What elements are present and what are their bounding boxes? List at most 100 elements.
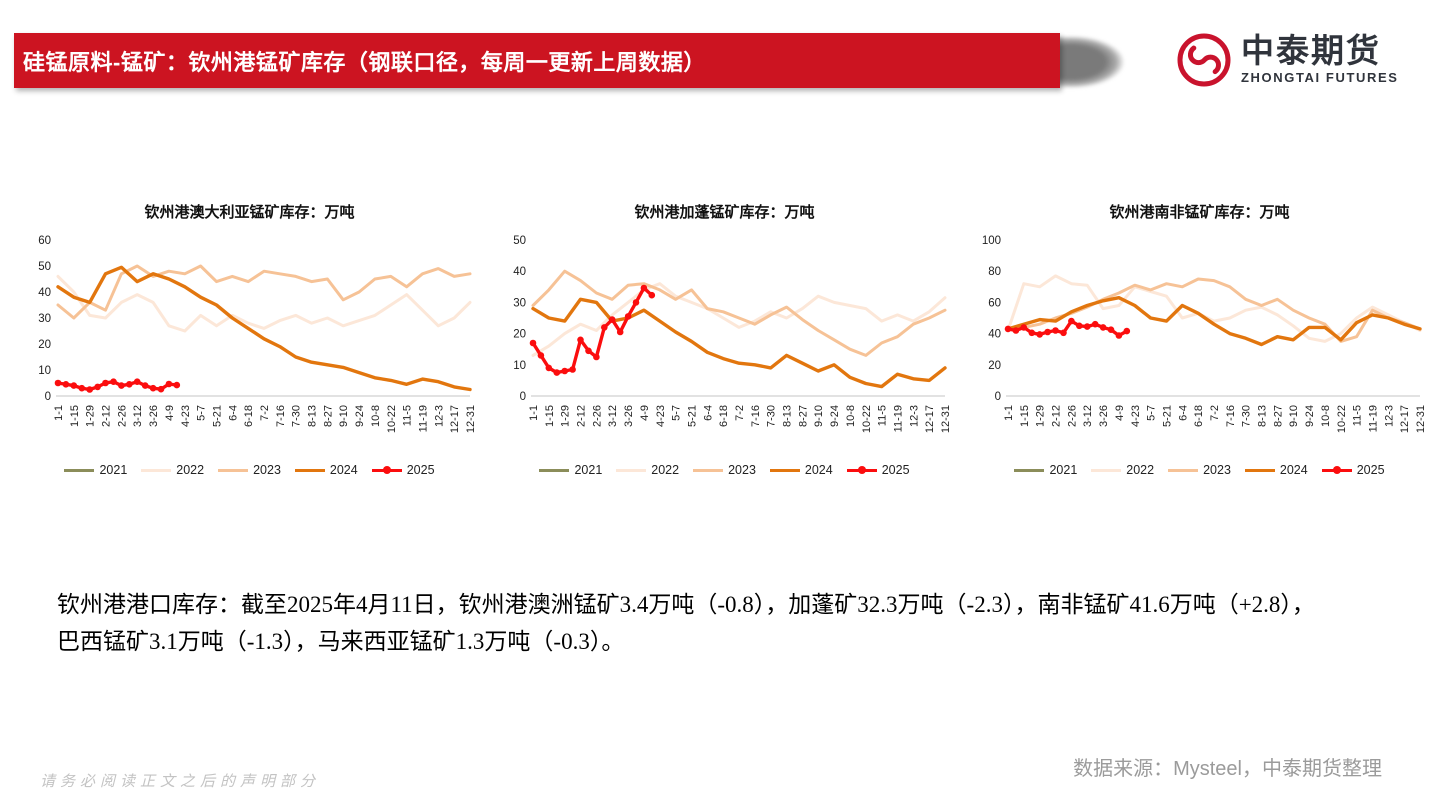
svg-text:0: 0 bbox=[45, 391, 51, 403]
svg-text:12-31: 12-31 bbox=[1415, 405, 1427, 433]
company-logo: 中泰期货 ZHONGTAI FUTURES bbox=[1176, 32, 1399, 88]
legend-swatch bbox=[846, 466, 877, 474]
svg-text:1-1: 1-1 bbox=[53, 405, 65, 421]
svg-text:6-4: 6-4 bbox=[702, 405, 714, 421]
svg-text:12-17: 12-17 bbox=[449, 405, 461, 433]
chart-plot-area: 0 10 20 30 40 50 60 1-1 1-15 1-29 2-12 2-26 3-12 3-26… bbox=[22, 226, 477, 463]
legend-dot-marker bbox=[382, 466, 391, 474]
svg-text:7-2: 7-2 bbox=[1209, 405, 1221, 421]
svg-text:8-13: 8-13 bbox=[1257, 405, 1269, 427]
chart-title: 钦州港澳大利亚锰矿库存：万吨 bbox=[144, 204, 355, 221]
svg-text:11-5: 11-5 bbox=[402, 405, 414, 426]
svg-text:1-15: 1-15 bbox=[544, 405, 556, 427]
svg-text:1-15: 1-15 bbox=[69, 405, 81, 427]
svg-text:1-29: 1-29 bbox=[85, 405, 97, 427]
chart-plot-area: 0 10 20 30 40 50 1-1 1-15 1-29 2-12 2-26 3-12 3-26 4-… bbox=[497, 226, 952, 463]
svg-text:2-12: 2-12 bbox=[101, 405, 113, 427]
legend-swatch bbox=[294, 468, 325, 472]
svg-text:9-10: 9-10 bbox=[338, 405, 350, 427]
legend-item-2021: 2021 bbox=[64, 463, 127, 477]
legend-swatch bbox=[218, 468, 249, 472]
svg-text:10-22: 10-22 bbox=[861, 405, 873, 433]
svg-text:12-17: 12-17 bbox=[924, 405, 936, 433]
summary-text: 钦州港港口库存：截至2025年4月11日，钦州港澳洲锰矿3.4万吨（-0.8），… bbox=[57, 586, 1402, 660]
svg-text:12-3: 12-3 bbox=[433, 405, 445, 427]
svg-text:7-30: 7-30 bbox=[1241, 405, 1253, 427]
svg-text:3-26: 3-26 bbox=[1098, 405, 1110, 427]
svg-text:10-8: 10-8 bbox=[370, 405, 382, 427]
svg-text:5-21: 5-21 bbox=[212, 405, 224, 427]
svg-text:1-1: 1-1 bbox=[1003, 405, 1015, 421]
legend-item-2022: 2022 bbox=[1091, 463, 1154, 477]
svg-text:2-26: 2-26 bbox=[1066, 405, 1078, 427]
legend-item-2023: 2023 bbox=[218, 463, 281, 477]
legend-item-2023: 2023 bbox=[1168, 463, 1231, 477]
chart-gabon-inventory: 钦州港加蓬锰矿库存：万吨 0 10 20 30 40 50 1-1 1-15 1-29 2-12 2… bbox=[497, 201, 952, 477]
svg-text:8-27: 8-27 bbox=[797, 405, 809, 427]
legend-label: 2024 bbox=[804, 463, 833, 477]
legend-swatch bbox=[539, 468, 570, 472]
svg-text:2-12: 2-12 bbox=[1051, 405, 1063, 427]
svg-text:40: 40 bbox=[513, 266, 526, 278]
svg-text:10: 10 bbox=[513, 360, 526, 372]
svg-text:60: 60 bbox=[38, 235, 51, 247]
legend-label: 2022 bbox=[651, 463, 680, 477]
legend-swatch bbox=[1244, 468, 1275, 472]
svg-text:5-7: 5-7 bbox=[1146, 405, 1158, 421]
svg-text:7-2: 7-2 bbox=[734, 405, 746, 421]
legend-swatch bbox=[769, 468, 800, 472]
svg-text:8-27: 8-27 bbox=[1272, 405, 1284, 427]
chart-plot-area: 0 20 40 60 80 100 1-1 1-15 1-29 2-12 2-26 3-12 3-26 4… bbox=[972, 226, 1427, 463]
svg-text:1-15: 1-15 bbox=[1019, 405, 1031, 427]
logo-text: 中泰期货 ZHONGTAI FUTURES bbox=[1241, 32, 1399, 88]
legend-item-2024: 2024 bbox=[1244, 463, 1308, 477]
svg-text:1-29: 1-29 bbox=[1035, 405, 1047, 427]
svg-text:4-9: 4-9 bbox=[639, 405, 651, 421]
svg-text:1-1: 1-1 bbox=[528, 405, 540, 421]
svg-text:3-12: 3-12 bbox=[607, 405, 619, 427]
legend-label: 2025 bbox=[881, 463, 910, 477]
chart-legend: 2021 2022 2023 2024 2025 bbox=[497, 463, 952, 477]
legend-swatch bbox=[141, 468, 172, 472]
svg-text:4-9: 4-9 bbox=[164, 405, 176, 421]
svg-text:6-4: 6-4 bbox=[227, 405, 239, 421]
svg-text:7-30: 7-30 bbox=[291, 405, 303, 427]
svg-text:10-8: 10-8 bbox=[845, 405, 857, 427]
svg-text:12-3: 12-3 bbox=[1383, 405, 1395, 427]
chart-south-africa-inventory: 钦州港南非锰矿库存：万吨 0 20 40 60 80 100 1-1 1-15 1-29 2-12… bbox=[972, 201, 1427, 477]
svg-text:10: 10 bbox=[38, 365, 51, 377]
svg-text:8-13: 8-13 bbox=[307, 405, 319, 427]
svg-text:40: 40 bbox=[988, 329, 1001, 341]
legend-item-2021: 2021 bbox=[539, 463, 602, 477]
svg-text:7-16: 7-16 bbox=[275, 405, 287, 427]
svg-text:50: 50 bbox=[38, 261, 51, 273]
svg-text:7-30: 7-30 bbox=[766, 405, 778, 427]
zhongtai-logo-icon bbox=[1176, 32, 1232, 88]
legend-swatch bbox=[64, 468, 95, 472]
svg-text:60: 60 bbox=[988, 297, 1001, 309]
disclaimer-text: 请务必阅读正文之后的声明部分 bbox=[40, 774, 321, 790]
svg-text:10-22: 10-22 bbox=[386, 405, 398, 433]
svg-text:12-17: 12-17 bbox=[1399, 405, 1411, 433]
svg-text:0: 0 bbox=[995, 391, 1001, 403]
legend-swatch bbox=[1321, 466, 1352, 474]
svg-text:8-27: 8-27 bbox=[322, 405, 334, 427]
svg-text:3-12: 3-12 bbox=[1082, 405, 1094, 427]
svg-text:11-19: 11-19 bbox=[893, 405, 905, 432]
svg-text:80: 80 bbox=[988, 266, 1001, 278]
legend-item-2022: 2022 bbox=[616, 463, 679, 477]
svg-text:1-29: 1-29 bbox=[560, 405, 572, 427]
legend-label: 2022 bbox=[176, 463, 205, 477]
svg-text:11-19: 11-19 bbox=[1368, 405, 1380, 432]
legend-swatch bbox=[693, 468, 724, 472]
legend-item-2025: 2025 bbox=[846, 463, 910, 477]
legend-swatch bbox=[616, 468, 647, 472]
legend-dot-marker bbox=[1332, 466, 1341, 474]
legend-item-2025: 2025 bbox=[371, 463, 435, 477]
legend-swatch bbox=[1091, 468, 1122, 472]
legend-label: 2023 bbox=[1203, 463, 1231, 477]
legend-item-2024: 2024 bbox=[769, 463, 833, 477]
chart-legend: 2021 2022 2023 2024 2025 bbox=[972, 463, 1427, 477]
legend-label: 2024 bbox=[1279, 463, 1308, 477]
